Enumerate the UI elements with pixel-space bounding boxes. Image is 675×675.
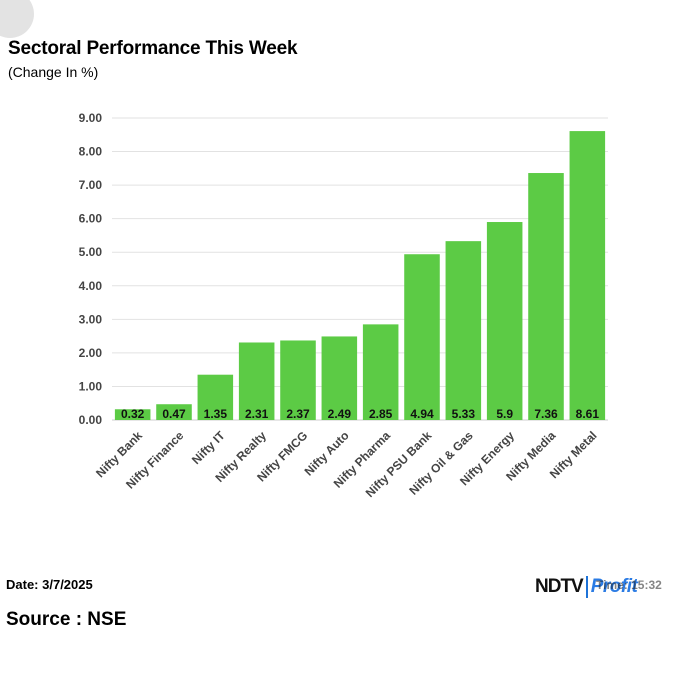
bar <box>362 324 399 420</box>
chart-subtitle: (Change In %) <box>8 64 99 80</box>
data-label: 1.35 <box>204 407 228 421</box>
y-tick-label: 3.00 <box>79 312 103 326</box>
y-tick-label: 4.00 <box>79 279 103 293</box>
logo-profit-text: Profit <box>590 576 638 597</box>
y-tick-label: 6.00 <box>79 212 103 226</box>
y-tick-label: 8.00 <box>79 145 103 159</box>
data-label: 2.49 <box>328 407 352 421</box>
bar <box>114 409 151 420</box>
data-label: 8.61 <box>576 407 600 421</box>
bar <box>197 374 234 420</box>
chart-title: Sectoral Performance This Week <box>8 38 298 59</box>
data-label: 0.47 <box>162 407 186 421</box>
y-tick-label: 9.00 <box>79 111 103 125</box>
data-label: 0.32 <box>121 407 145 421</box>
y-tick-label: 2.00 <box>79 346 103 360</box>
source-label: Source : NSE <box>6 609 127 630</box>
data-label: 5.9 <box>496 407 513 421</box>
bar <box>238 342 275 420</box>
data-label: 2.37 <box>286 407 310 421</box>
bar-chart: 0.00 1.00 2.00 3.00 4.00 5.00 6.00 7.00 8.00 9.00… <box>79 111 608 500</box>
data-label: 2.31 <box>245 407 269 421</box>
bar <box>528 173 564 420</box>
bar <box>156 404 192 420</box>
bars <box>114 131 606 420</box>
y-tick-label: 7.00 <box>79 178 103 192</box>
y-axis: 0.00 1.00 2.00 3.00 4.00 5.00 6.00 7.00 8.00 9.00 <box>79 111 103 427</box>
time-overlay: Time: 15:32 <box>596 578 662 592</box>
data-label: 2.85 <box>369 407 393 421</box>
data-label: 4.94 <box>410 407 434 421</box>
y-tick-label: 5.00 <box>79 245 103 259</box>
logo-ndtv-text: NDTV <box>535 576 584 597</box>
bar <box>569 131 606 420</box>
bar <box>486 222 523 420</box>
value-labels: 0.32 0.47 1.35 2.31 2.37 2.49 2.85 4.94 5.33 5.9 7… <box>121 407 599 421</box>
bar <box>445 241 482 420</box>
data-label: 5.33 <box>452 407 476 421</box>
grid-lines <box>112 117 608 421</box>
bar <box>280 340 316 420</box>
x-tick-label: Nifty IT <box>189 428 228 467</box>
data-label: 7.36 <box>534 407 558 421</box>
y-tick-label: 1.00 <box>79 379 103 393</box>
logo-divider <box>585 576 588 598</box>
date-label: Date: 3/7/2025 <box>6 577 93 592</box>
y-tick-label: 0.00 <box>79 413 103 427</box>
ndtv-profit-logo: NDTV Profit <box>535 574 638 600</box>
bar <box>321 336 358 420</box>
bar <box>404 254 440 420</box>
